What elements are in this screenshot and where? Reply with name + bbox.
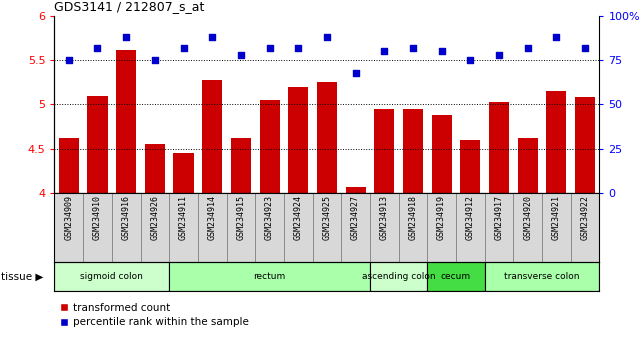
Bar — [370, 262, 428, 291]
Point — [207, 34, 217, 40]
Point — [551, 34, 562, 40]
Point — [351, 70, 361, 75]
Text: GSM234924: GSM234924 — [294, 195, 303, 240]
Bar — [403, 109, 423, 193]
Point — [178, 45, 188, 51]
Bar — [575, 97, 595, 193]
Text: GSM234910: GSM234910 — [93, 195, 102, 240]
Point — [379, 48, 389, 54]
Text: tissue ▶: tissue ▶ — [1, 272, 44, 281]
Text: GSM234927: GSM234927 — [351, 195, 360, 240]
Text: GSM234917: GSM234917 — [494, 195, 503, 240]
Point — [63, 57, 74, 63]
Text: GSM234913: GSM234913 — [379, 195, 388, 240]
Text: GSM234919: GSM234919 — [437, 195, 446, 240]
Bar — [374, 109, 394, 193]
Bar — [59, 138, 79, 193]
Text: GDS3141 / 212807_s_at: GDS3141 / 212807_s_at — [54, 0, 205, 13]
Text: GSM234921: GSM234921 — [552, 195, 561, 240]
Bar — [518, 138, 538, 193]
Bar — [546, 91, 567, 193]
Bar — [428, 262, 485, 291]
Text: GSM234912: GSM234912 — [466, 195, 475, 240]
Bar — [87, 96, 108, 193]
Point — [465, 57, 476, 63]
Point — [265, 45, 275, 51]
Text: cecum: cecum — [441, 272, 471, 281]
Bar — [202, 80, 222, 193]
Text: GSM234925: GSM234925 — [322, 195, 331, 240]
Point — [121, 34, 131, 40]
Text: transverse colon: transverse colon — [504, 272, 579, 281]
Point — [580, 45, 590, 51]
Point — [92, 45, 103, 51]
Bar — [260, 100, 279, 193]
Text: GSM234911: GSM234911 — [179, 195, 188, 240]
Point — [494, 52, 504, 58]
Text: GSM234923: GSM234923 — [265, 195, 274, 240]
Text: sigmoid colon: sigmoid colon — [80, 272, 144, 281]
Text: GSM234914: GSM234914 — [208, 195, 217, 240]
Point — [236, 52, 246, 58]
Point — [437, 48, 447, 54]
Bar — [489, 102, 509, 193]
Bar — [169, 262, 370, 291]
Text: GSM234915: GSM234915 — [237, 195, 246, 240]
Legend: transformed count, percentile rank within the sample: transformed count, percentile rank withi… — [60, 303, 249, 327]
Bar — [288, 87, 308, 193]
Bar — [345, 187, 365, 193]
Bar — [317, 82, 337, 193]
Point — [293, 45, 303, 51]
Text: GSM234909: GSM234909 — [64, 195, 73, 240]
Bar — [460, 140, 480, 193]
Text: GSM234918: GSM234918 — [408, 195, 417, 240]
Bar — [145, 144, 165, 193]
Bar — [174, 153, 194, 193]
Text: ascending colon: ascending colon — [362, 272, 435, 281]
Bar — [485, 262, 599, 291]
Point — [322, 34, 332, 40]
Point — [408, 45, 418, 51]
Text: GSM234916: GSM234916 — [122, 195, 131, 240]
Text: GSM234926: GSM234926 — [151, 195, 160, 240]
Bar — [431, 115, 452, 193]
Text: GSM234922: GSM234922 — [581, 195, 590, 240]
Bar — [231, 138, 251, 193]
Text: rectum: rectum — [253, 272, 286, 281]
Bar — [116, 50, 137, 193]
Point — [522, 45, 533, 51]
Bar — [54, 262, 169, 291]
Point — [150, 57, 160, 63]
Text: GSM234920: GSM234920 — [523, 195, 532, 240]
